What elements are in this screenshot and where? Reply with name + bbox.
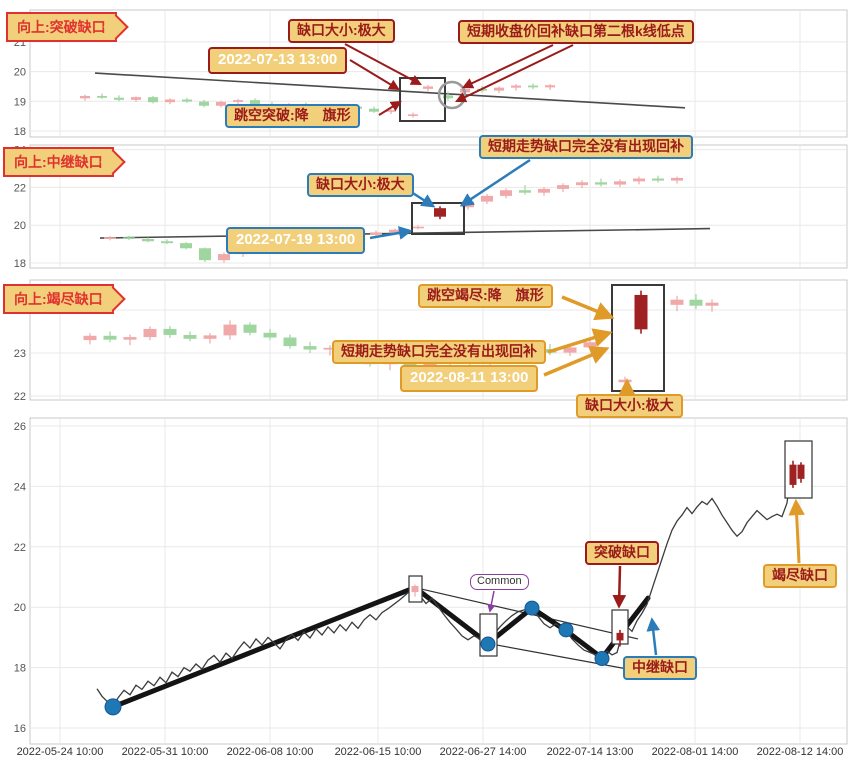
panel3-jump-label: 跳空竭尽:降 旗形 bbox=[418, 284, 553, 308]
svg-text:20: 20 bbox=[14, 67, 26, 79]
annotation-arrow bbox=[459, 158, 531, 207]
annotation-arrow bbox=[344, 43, 422, 86]
panel4-exhaustion-label: 竭尽缺口 bbox=[763, 564, 837, 588]
x-axis-labels: 2022-05-24 10:00 2022-05-31 10:00 2022-06-… bbox=[17, 746, 844, 758]
annotation-arrow bbox=[561, 295, 615, 321]
svg-text:23: 23 bbox=[14, 348, 26, 360]
svg-text:2022-08-12 14:00: 2022-08-12 14:00 bbox=[757, 746, 844, 758]
panel3-date-label: 2022-08-11 13:00 bbox=[400, 365, 539, 392]
svg-text:26: 26 bbox=[14, 421, 26, 433]
panel4-continuation-label: 中继缺口 bbox=[623, 656, 697, 680]
svg-text:19: 19 bbox=[14, 96, 26, 108]
svg-text:16: 16 bbox=[14, 723, 26, 735]
panel1-gap-size-label: 缺口大小:极大 bbox=[288, 19, 395, 43]
panel1-gap-box bbox=[399, 77, 446, 122]
svg-text:2022-05-31 10:00: 2022-05-31 10:00 bbox=[122, 746, 209, 758]
svg-text:18: 18 bbox=[14, 663, 26, 675]
svg-text:22: 22 bbox=[14, 182, 26, 194]
panel4-breakout-label: 突破缺口 bbox=[585, 541, 659, 565]
annotation-arrow bbox=[487, 590, 496, 613]
svg-text:2022-05-24 10:00: 2022-05-24 10:00 bbox=[17, 746, 104, 758]
annotation-arrow bbox=[788, 498, 805, 564]
panel3-nofill-label: 短期走势缺口完全没有出现回补 bbox=[332, 340, 546, 364]
svg-text:2022-06-15 10:00: 2022-06-15 10:00 bbox=[335, 746, 422, 758]
svg-text:24: 24 bbox=[14, 481, 26, 493]
svg-text:2022-08-01 14:00: 2022-08-01 14:00 bbox=[652, 746, 739, 758]
panel3-gap-size-label: 缺口大小:极大 bbox=[576, 394, 683, 418]
annotation-arrow bbox=[462, 44, 554, 89]
svg-text:22: 22 bbox=[14, 391, 26, 403]
svg-text:2022-06-27 14:00: 2022-06-27 14:00 bbox=[440, 746, 527, 758]
panel2-date-label: 2022-07-19 13:00 bbox=[226, 227, 366, 254]
svg-text:20: 20 bbox=[14, 602, 26, 614]
annotation-arrow bbox=[455, 44, 574, 103]
svg-text:22: 22 bbox=[14, 542, 26, 554]
svg-text:2022-07-14 13:00: 2022-07-14 13:00 bbox=[547, 746, 634, 758]
panel2-direction-flag: 向上:中继缺口 bbox=[3, 147, 114, 177]
svg-text:18: 18 bbox=[14, 258, 26, 270]
panel4-common-label: Common bbox=[470, 574, 529, 590]
annotation-arrow bbox=[646, 617, 661, 656]
annotation-arrow bbox=[349, 59, 400, 91]
annotation-arrow bbox=[378, 100, 402, 116]
panel2-gap-box bbox=[411, 202, 465, 235]
panel1-jump-label: 跳空突破:降 旗形 bbox=[225, 104, 360, 128]
annotation-arrow bbox=[612, 565, 627, 609]
panel2-nofill-label: 短期走势缺口完全没有出现回补 bbox=[479, 135, 693, 159]
svg-text:2022-06-08 10:00: 2022-06-08 10:00 bbox=[227, 746, 314, 758]
panel3-direction-flag: 向上:竭尽缺口 bbox=[3, 284, 114, 314]
panel-3-y-axis: 242322 bbox=[14, 305, 26, 403]
panel1-direction-flag: 向上:突破缺口 bbox=[6, 12, 117, 42]
panel1-fill-note-label: 短期收盘价回补缺口第二根k线低点 bbox=[458, 20, 694, 44]
panel1-date-label: 2022-07-13 13:00 bbox=[208, 47, 348, 74]
panel2-gap-size-label: 缺口大小:极大 bbox=[307, 173, 414, 197]
svg-text:18: 18 bbox=[14, 126, 26, 138]
annotation-arrow bbox=[547, 328, 613, 354]
annotation-arrow bbox=[369, 226, 413, 240]
panel-4-y-axis: 26 24 22 20 18 16 bbox=[14, 421, 26, 735]
panel-4: 26 24 22 20 18 16 2022-05-24 10:00 2022-05-31 1… bbox=[14, 417, 848, 758]
svg-text:20: 20 bbox=[14, 220, 26, 232]
annotation-arrow bbox=[543, 346, 610, 377]
